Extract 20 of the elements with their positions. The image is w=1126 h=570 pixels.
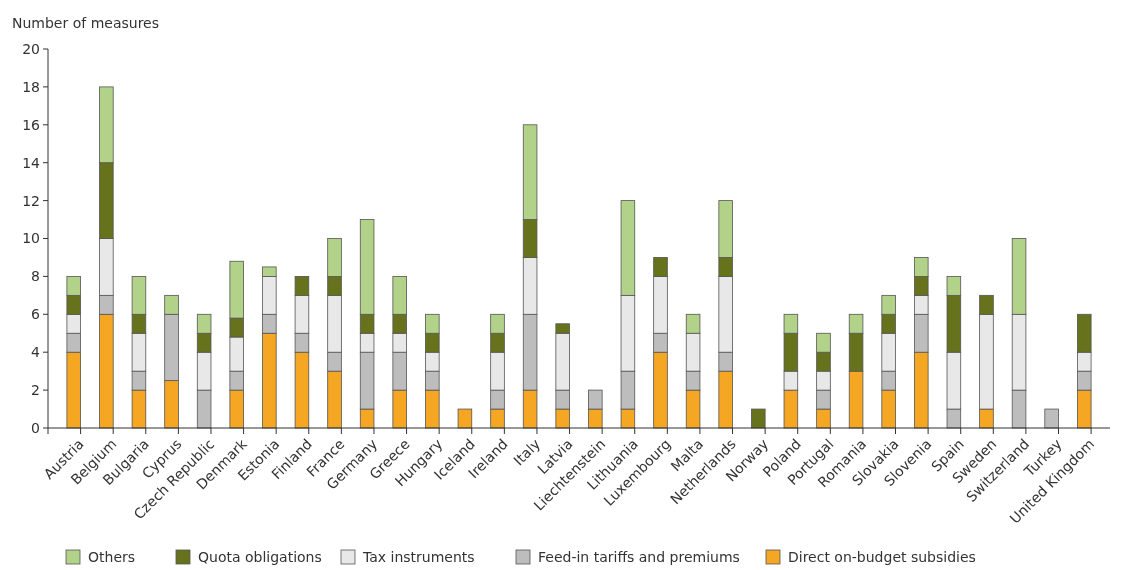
y-tick-label: 16	[22, 116, 41, 133]
legend-label: Others	[88, 548, 136, 565]
bar	[1044, 408, 1059, 429]
y-axis-title: Number of measures	[12, 15, 159, 31]
y-tick-label: 10	[22, 230, 40, 247]
legend-label: Quota obligations	[198, 548, 322, 565]
bar	[751, 408, 766, 429]
y-tick-label: 4	[31, 344, 41, 361]
y-tick-label: 12	[22, 192, 40, 209]
y-tick-label: 8	[31, 268, 40, 285]
y-tick-label: 20	[22, 40, 40, 57]
bar	[457, 408, 473, 429]
y-tick-label: 6	[31, 306, 41, 323]
y-tick-label: 2	[31, 382, 40, 398]
y-tick-label: 0	[31, 419, 40, 436]
legend-label: Direct on-budget subsidies	[788, 548, 976, 565]
y-tick-label: 18	[22, 78, 40, 95]
y-tick-label: 14	[22, 154, 41, 171]
legend-label: Feed-in tariffs and premiums	[538, 548, 740, 565]
legend-label: Tax instruments	[362, 548, 475, 565]
